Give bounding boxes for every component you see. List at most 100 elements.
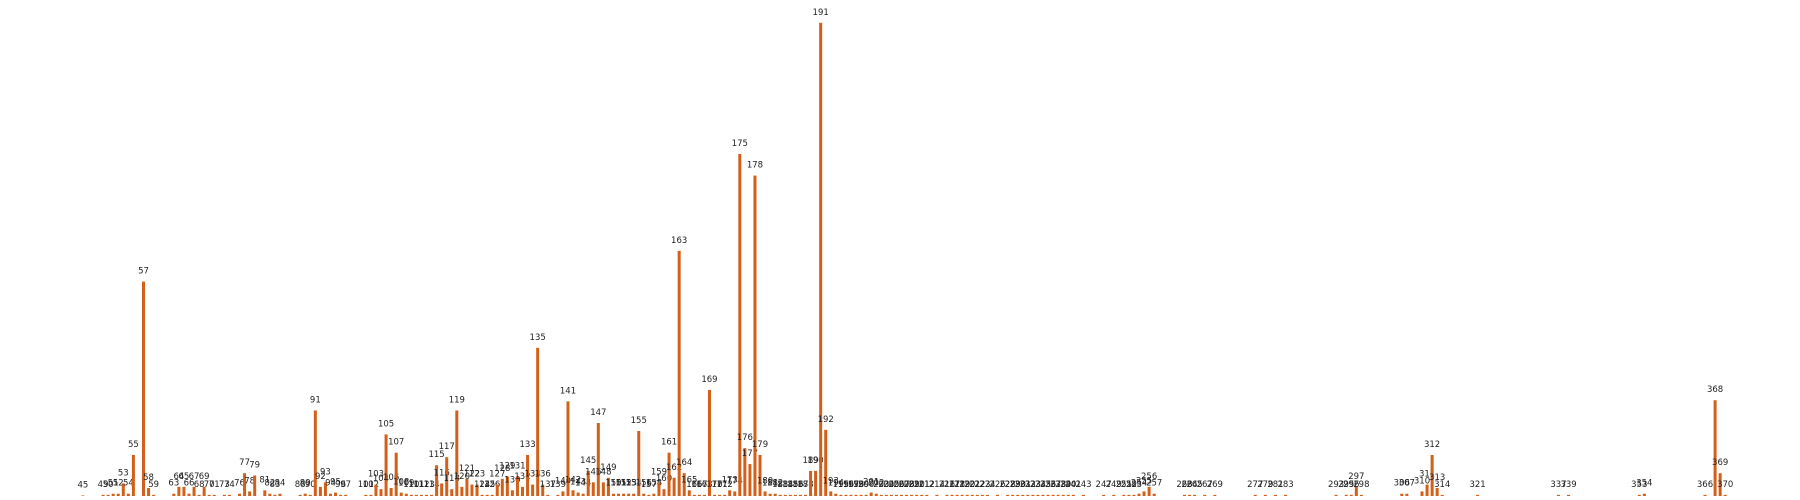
bar — [591, 482, 595, 496]
bar — [1132, 494, 1136, 496]
bar — [192, 486, 196, 496]
bar — [556, 494, 560, 496]
bar-label: 186 — [787, 480, 803, 490]
bar-label: 94 — [325, 479, 336, 489]
bar — [253, 475, 257, 496]
bar — [748, 464, 752, 496]
bar — [960, 494, 964, 496]
bar — [753, 175, 757, 496]
bar — [1056, 494, 1060, 496]
bar-label: 211 — [914, 480, 930, 490]
bar — [1051, 494, 1055, 496]
bar-label: 154 — [626, 479, 642, 489]
bar — [303, 493, 307, 496]
bar-label: 264 — [1181, 480, 1197, 490]
bar-label: 115 — [428, 450, 444, 460]
bar-label: 312 — [1424, 440, 1440, 450]
bar-label: 321 — [1469, 480, 1485, 490]
bar — [1334, 494, 1338, 496]
bar-label: 127 — [489, 470, 505, 480]
bar-label: 179 — [752, 440, 768, 450]
bar — [1081, 494, 1085, 496]
bar — [571, 490, 575, 496]
bar — [1016, 494, 1020, 496]
bar — [596, 423, 600, 496]
bar-label: 45 — [77, 480, 88, 490]
bar — [889, 494, 893, 496]
bar — [1188, 494, 1192, 496]
bar-label: 159 — [651, 467, 667, 477]
bar — [207, 494, 211, 496]
bar — [182, 486, 186, 496]
bar — [1046, 494, 1050, 496]
bar — [869, 492, 873, 496]
bar — [485, 494, 489, 496]
bar — [637, 431, 641, 496]
bar-label: 76 — [234, 479, 245, 489]
bar — [642, 493, 646, 496]
bar-label: 238 — [1050, 480, 1066, 490]
bar-label: 93 — [320, 467, 331, 477]
bar — [414, 494, 418, 496]
bar-label: 161 — [661, 438, 677, 448]
bar — [1703, 494, 1707, 496]
bar-label: 295 — [1338, 480, 1354, 490]
bar — [677, 250, 681, 496]
bar — [702, 494, 706, 496]
bar-label: 145 — [580, 456, 596, 466]
bar — [505, 476, 509, 496]
bar — [1713, 400, 1717, 496]
bar — [470, 484, 474, 496]
bar-label: 149 — [600, 463, 616, 473]
bar — [1213, 494, 1217, 496]
bar — [945, 494, 949, 496]
bar — [1349, 494, 1353, 496]
bar-label: 169 — [701, 375, 717, 385]
bar-label: 84 — [275, 479, 286, 489]
bar-label: 311 — [1419, 470, 1435, 480]
bar-label: 63 — [168, 479, 179, 489]
bar-label: 139 — [550, 480, 566, 490]
bar — [1425, 484, 1429, 496]
bar — [1102, 494, 1106, 496]
bar-label: 132 — [514, 472, 530, 482]
bar — [778, 494, 782, 496]
bar-label: 153 — [621, 479, 637, 489]
bar-label: 240 — [1060, 480, 1076, 490]
bar — [318, 486, 322, 496]
bar-label: 193 — [823, 476, 839, 486]
bar — [1263, 494, 1267, 496]
bar — [1359, 494, 1363, 496]
bar-label: 171 — [711, 480, 727, 490]
bar — [879, 494, 883, 496]
bar — [975, 494, 979, 496]
bar — [773, 493, 777, 496]
bar — [1021, 494, 1025, 496]
bar-label: 111 — [408, 480, 424, 490]
bar-label: 74 — [224, 480, 235, 490]
bar-label: 197 — [843, 480, 859, 490]
bar — [925, 494, 929, 496]
bar — [854, 494, 858, 496]
bar-label: 50 — [103, 480, 114, 490]
bar-label: 121 — [459, 464, 475, 474]
bar — [884, 494, 888, 496]
bar-label: 103 — [368, 470, 384, 480]
bar — [116, 493, 120, 496]
bar-label: 199 — [853, 480, 869, 490]
bar — [874, 493, 878, 496]
bar-label: 123 — [469, 470, 485, 480]
bar-label: 369 — [1712, 458, 1728, 468]
bar-label: 190 — [807, 456, 823, 466]
bar — [970, 494, 974, 496]
bar-label: 163 — [671, 236, 687, 246]
bar — [1344, 494, 1348, 496]
bar-label: 176 — [737, 433, 753, 443]
bar-label: 130 — [504, 475, 520, 485]
bar-label: 228 — [1000, 480, 1016, 490]
bar — [1142, 491, 1146, 496]
bar-label: 202 — [868, 479, 884, 489]
bar-label: 265 — [1186, 480, 1202, 490]
bar-label: 146 — [585, 467, 601, 477]
bar — [81, 495, 85, 496]
